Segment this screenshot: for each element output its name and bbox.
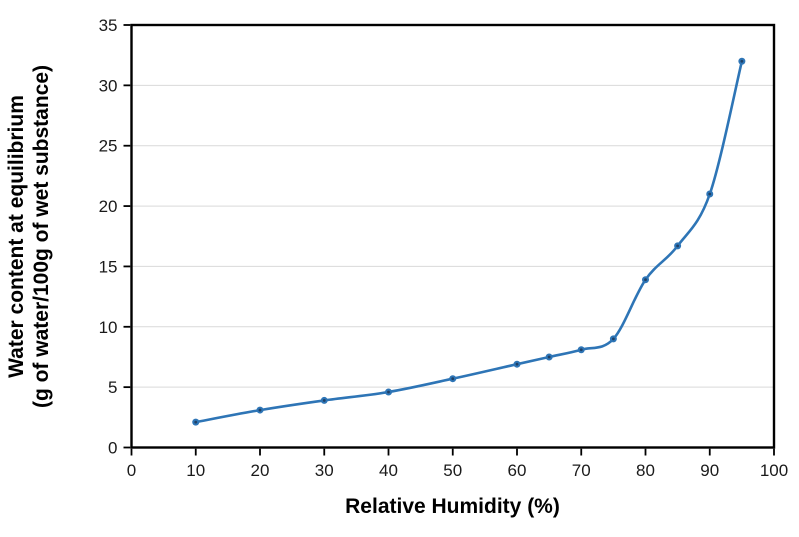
x-tick-label: 50 <box>443 461 462 480</box>
series-line <box>194 59 744 424</box>
y-tick-label: 25 <box>99 137 118 156</box>
data-point-center <box>644 278 647 282</box>
data-point-center <box>194 420 198 424</box>
x-tick-label: 10 <box>186 461 205 480</box>
x-tick-label: 60 <box>508 461 527 480</box>
data-point-center <box>579 348 583 352</box>
x-tick-label: 40 <box>379 461 398 480</box>
data-point-center <box>740 59 744 63</box>
data-point-center <box>547 355 551 359</box>
x-tick-label: 0 <box>127 461 136 480</box>
x-tick-label: 70 <box>572 461 591 480</box>
y-tick-label: 5 <box>108 378 117 397</box>
x-tick-label: 90 <box>700 461 719 480</box>
data-point-center <box>676 244 680 248</box>
plot-border <box>130 23 776 449</box>
y-tick-label: 30 <box>99 76 118 95</box>
y-tick-label: 35 <box>99 16 118 35</box>
y-tick-label: 0 <box>108 439 117 458</box>
data-point-center <box>611 337 615 341</box>
y-axis-title: Water content at equilibrium (g of water… <box>4 25 56 448</box>
data-point-center <box>515 362 519 366</box>
y-tick-label: 10 <box>99 318 118 337</box>
y-axis-title-line-1: Water content at equilibrium <box>5 95 28 378</box>
x-tick-label: 100 <box>760 461 788 480</box>
y-tick-label: 15 <box>99 257 118 276</box>
data-point-center <box>451 377 455 381</box>
y-tick-label: 20 <box>99 197 118 216</box>
data-point-center <box>387 390 390 394</box>
x-tick-label: 20 <box>251 461 270 480</box>
x-axis-title: Relative Humidity (%) <box>345 495 560 518</box>
x-tick-label: 80 <box>636 461 655 480</box>
x-tick-label: 30 <box>315 461 334 480</box>
y-axis-title-line-2: (g of water/100g of wet substance) <box>30 64 53 409</box>
data-point-center <box>258 408 262 412</box>
data-point-center <box>322 399 326 402</box>
data-point-center <box>708 192 712 196</box>
